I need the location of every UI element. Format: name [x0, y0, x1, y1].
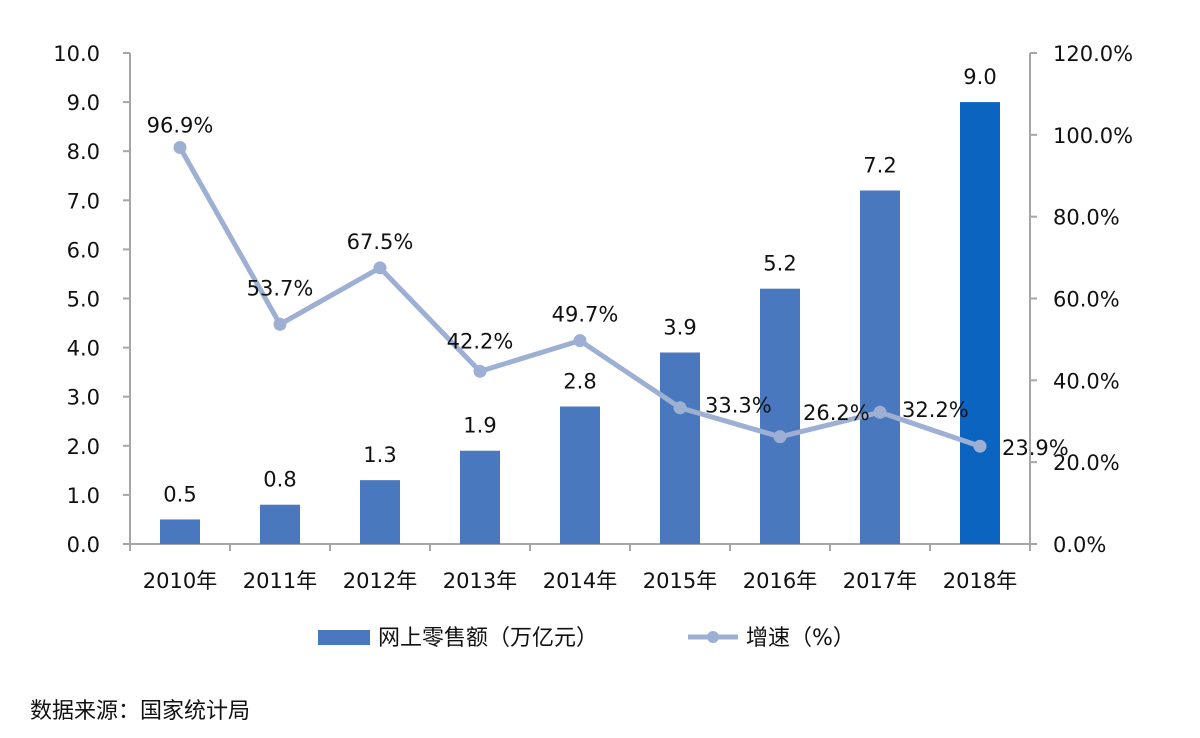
- line-value-label: 53.7%: [247, 276, 314, 300]
- x-tick-label: 2010年: [143, 569, 217, 593]
- bar-value-label: 2.8: [563, 370, 596, 394]
- legend-bar-swatch: [318, 630, 370, 645]
- x-tick-label: 2011年: [243, 569, 317, 593]
- bar: [360, 480, 400, 544]
- x-tick-label: 2012年: [343, 569, 417, 593]
- line-point: [373, 261, 387, 275]
- line-point: [773, 430, 787, 444]
- right-tick-label: 120.0%: [1053, 42, 1133, 66]
- chart: 0.0 1.0 2.0 3.0 4.0 5.0 6.0 7.0 8.0 9.0 10.0 0.0% 2…: [53, 42, 1133, 651]
- left-tick-label: 3.0: [67, 386, 100, 410]
- left-tick-label: 0.0: [67, 533, 100, 557]
- bar: [660, 352, 700, 544]
- left-tick-label: 6.0: [67, 238, 100, 262]
- bar: [160, 519, 200, 544]
- bar: [860, 190, 900, 545]
- bar: [460, 450, 500, 544]
- source-note: 数据来源：国家统计局: [30, 699, 251, 724]
- bar-value-labels: 0.5 0.8 1.3 1.9 2.8 3.9 5.2 7.2 9.0: [163, 65, 996, 506]
- bar-value-label: 1.9: [463, 414, 496, 438]
- right-tick-label: 60.0%: [1053, 288, 1120, 312]
- line-value-labels: 96.9% 53.7% 67.5% 42.2% 49.7% 33.3% 26.2% 32.2%…: [147, 114, 1069, 461]
- bar-value-label: 7.2: [863, 153, 896, 177]
- bar: [560, 406, 600, 544]
- right-tick-label: 80.0%: [1053, 206, 1120, 230]
- line-value-label: 42.2%: [447, 329, 514, 353]
- x-tick-label: 2015年: [643, 569, 717, 593]
- left-y-axis: 0.0 1.0 2.0 3.0 4.0 5.0 6.0 7.0 8.0 9.0 10.0: [53, 42, 131, 557]
- legend-line-marker: [707, 631, 719, 643]
- right-tick-label: 20.0%: [1053, 451, 1120, 475]
- bar-value-label: 3.9: [663, 316, 696, 340]
- line-value-label: 23.9%: [1002, 436, 1069, 460]
- line-point: [573, 334, 587, 348]
- bar-value-label: 0.8: [263, 468, 296, 492]
- left-tick-label: 9.0: [67, 91, 100, 115]
- x-tick-label: 2017年: [843, 569, 917, 593]
- left-tick-label: 10.0: [53, 42, 100, 66]
- x-tick-label: 2014年: [543, 569, 617, 593]
- legend-bar-label: 网上零售额（万亿元）: [378, 626, 598, 651]
- legend-line-label: 增速（%）: [746, 626, 855, 651]
- bar-value-label: 0.5: [163, 482, 196, 506]
- line-point: [273, 317, 287, 331]
- line-point: [673, 401, 687, 415]
- x-tick-label: 2016年: [743, 569, 817, 593]
- line-value-label: 96.9%: [147, 114, 214, 138]
- bar: [260, 504, 300, 544]
- line-point: [473, 364, 487, 378]
- bar: [960, 102, 1000, 544]
- left-tick-label: 8.0: [67, 140, 100, 164]
- line-series: [173, 141, 987, 453]
- line-point: [873, 405, 887, 419]
- line-value-label: 67.5%: [347, 230, 414, 254]
- left-tick-label: 1.0: [67, 484, 100, 508]
- line-value-label: 49.7%: [552, 303, 619, 327]
- line-point: [173, 141, 187, 155]
- line-value-label: 33.3%: [705, 394, 772, 418]
- left-tick-label: 5.0: [67, 288, 100, 312]
- left-tick-label: 4.0: [67, 337, 100, 361]
- right-y-axis: 0.0% 20.0% 40.0% 60.0% 80.0% 100.0% 120.0%: [1029, 42, 1133, 557]
- line-value-label: 26.2%: [803, 401, 870, 425]
- right-tick-label: 100.0%: [1053, 124, 1133, 148]
- bar-value-label: 9.0: [963, 65, 996, 89]
- bar: [760, 288, 800, 544]
- x-tick-label: 2013年: [443, 569, 517, 593]
- x-axis: 2010年 2011年 2012年 2013年 2014年 2015年 2016年 2017年…: [129, 543, 1031, 593]
- left-tick-label: 7.0: [67, 189, 100, 213]
- legend: 网上零售额（万亿元） 增速（%）: [318, 626, 855, 651]
- x-tick-label: 2018年: [943, 569, 1017, 593]
- bar-value-label: 5.2: [763, 252, 796, 276]
- left-tick-label: 2.0: [67, 435, 100, 459]
- right-tick-label: 40.0%: [1053, 369, 1120, 393]
- bar-value-label: 1.3: [363, 443, 396, 467]
- bar-series: [160, 102, 1000, 545]
- right-tick-label: 0.0%: [1053, 533, 1106, 557]
- line-value-label: 32.2%: [902, 398, 969, 422]
- line-point: [973, 439, 987, 453]
